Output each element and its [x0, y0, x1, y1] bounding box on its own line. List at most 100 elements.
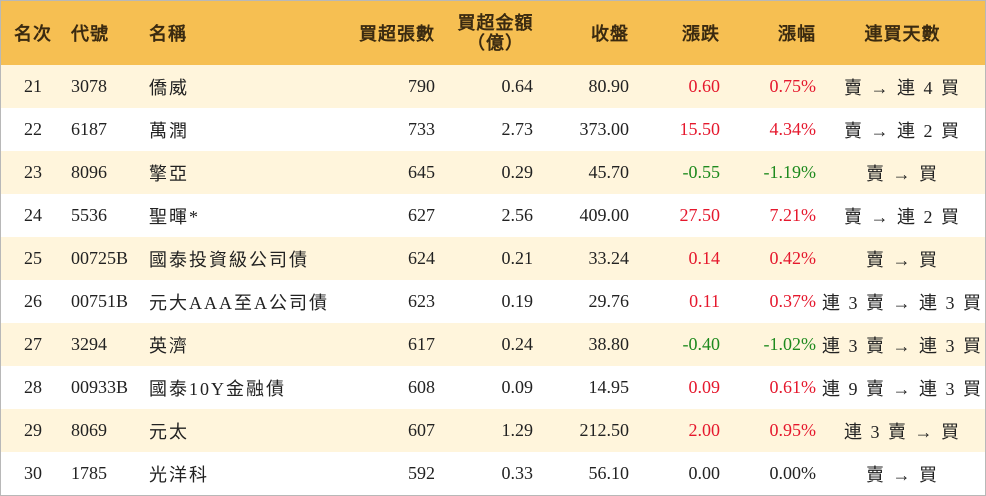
name-cell: 聖暉* — [149, 206, 200, 227]
net-buy-lots-cell: 733 — [408, 119, 435, 139]
consecutive-days-cell: 連 3 賣 → 買 — [844, 421, 961, 442]
change-cell: 0.00 — [688, 463, 721, 483]
header-row: 名次 代號 名稱 買超張數 買超金額 （億） 收盤 漲跌 漲幅 連買天數 — [1, 1, 985, 65]
close-cell: 14.95 — [588, 377, 630, 397]
change-pct-cell: -1.19% — [763, 162, 817, 182]
change-pct-cell: 0.75% — [769, 76, 817, 96]
name-cell: 光洋科 — [149, 464, 209, 485]
change-cell: 15.50 — [679, 119, 721, 139]
table-row: 25 00725B 國泰投資級公司債 624 0.21 33.24 0.14 0.42% 賣 →… — [1, 237, 985, 280]
header-change: 漲跌 — [682, 24, 720, 44]
change-cell: 0.11 — [689, 291, 720, 311]
rank-cell: 25 — [24, 248, 42, 268]
code-cell: 00933B — [71, 377, 129, 397]
rank-cell: 27 — [24, 334, 42, 354]
net-buy-amount-cell: 0.21 — [501, 248, 534, 268]
table-row: 29 8069 元太 607 1.29 212.50 2.00 0.95% 連 3 賣 → 買 — [1, 409, 985, 452]
consecutive-days-cell: 賣 → 連 4 買 — [844, 77, 961, 98]
code-cell: 3294 — [71, 334, 107, 354]
change-cell: 0.14 — [688, 248, 721, 268]
change-cell: 0.60 — [688, 76, 721, 96]
code-cell: 00725B — [71, 248, 129, 268]
header-rank: 名次 — [14, 24, 52, 44]
table-body: 21 3078 僑威 790 0.64 80.90 0.60 0.75% 賣 → 連 4 買 22… — [1, 65, 985, 495]
net-buy-lots-cell: 592 — [408, 463, 435, 483]
table-row: 23 8096 擎亞 645 0.29 45.70 -0.55 -1.19% 賣 → 買 — [1, 151, 985, 194]
change-pct-cell: 0.00% — [769, 463, 817, 483]
header-change-pct: 漲幅 — [778, 24, 816, 44]
rank-cell: 26 — [24, 291, 42, 311]
name-cell: 僑威 — [149, 77, 189, 98]
code-cell: 00751B — [71, 291, 129, 311]
change-pct-cell: 7.21% — [769, 205, 817, 225]
net-buy-lots-cell: 627 — [408, 205, 435, 225]
net-buy-amount-cell: 0.24 — [501, 334, 534, 354]
net-buy-amount-cell: 1.29 — [501, 420, 534, 440]
change-cell: 0.09 — [688, 377, 721, 397]
name-cell: 元大AAA至A公司債 — [149, 292, 329, 313]
code-cell: 8096 — [71, 162, 107, 182]
net-buy-amount-cell: 0.19 — [501, 291, 534, 311]
header-net-buy-lots: 買超張數 — [359, 24, 435, 44]
name-cell: 國泰10Y金融債 — [149, 378, 286, 399]
close-cell: 212.50 — [579, 420, 630, 440]
change-pct-cell: 0.37% — [769, 291, 817, 311]
name-cell: 元太 — [149, 421, 189, 442]
code-cell: 8069 — [71, 420, 107, 440]
net-buy-amount-cell: 0.33 — [501, 463, 534, 483]
table-row: 26 00751B 元大AAA至A公司債 623 0.19 29.76 0.11 0.37% 連… — [1, 280, 985, 323]
code-cell: 3078 — [71, 76, 107, 96]
header-net-buy-amount-line2: （億） — [467, 33, 524, 53]
header-consecutive-days: 連買天數 — [864, 24, 941, 44]
net-buy-lots-cell: 607 — [408, 420, 435, 440]
change-pct-cell: 0.61% — [769, 377, 817, 397]
close-cell: 38.80 — [588, 334, 630, 354]
consecutive-days-cell: 賣 → 買 — [866, 464, 939, 485]
table-row: 22 6187 萬潤 733 2.73 373.00 15.50 4.34% 賣 → 連 2 買 — [1, 108, 985, 151]
change-pct-cell: -1.02% — [763, 334, 817, 354]
change-cell: -0.40 — [682, 334, 721, 354]
change-cell: 27.50 — [679, 205, 721, 225]
table-row: 21 3078 僑威 790 0.64 80.90 0.60 0.75% 賣 → 連 4 買 — [1, 65, 985, 108]
name-cell: 國泰投資級公司債 — [149, 249, 309, 270]
name-cell: 擎亞 — [149, 163, 189, 184]
close-cell: 33.24 — [588, 248, 630, 268]
code-cell: 6187 — [71, 119, 107, 139]
header-code: 代號 — [71, 24, 109, 44]
net-buy-lots-cell: 608 — [408, 377, 435, 397]
change-cell: 2.00 — [688, 420, 721, 440]
rank-cell: 29 — [24, 420, 42, 440]
close-cell: 45.70 — [588, 162, 630, 182]
rank-cell: 22 — [24, 119, 42, 139]
header-close: 收盤 — [591, 24, 629, 44]
rank-cell: 21 — [24, 76, 42, 96]
net-buy-amount-cell: 0.29 — [501, 162, 534, 182]
header-name: 名稱 — [149, 24, 187, 44]
net-buy-lots-cell: 623 — [408, 291, 435, 311]
change-pct-cell: 0.42% — [769, 248, 817, 268]
table-row: 27 3294 英濟 617 0.24 38.80 -0.40 -1.02% 連 3 賣 → 連… — [1, 323, 985, 366]
table-row: 24 5536 聖暉* 627 2.56 409.00 27.50 7.21% 賣 → 連 2 … — [1, 194, 985, 237]
net-buy-lots-cell: 645 — [408, 162, 435, 182]
rank-cell: 28 — [24, 377, 42, 397]
header-net-buy-amount: 買超金額 （億） — [443, 1, 548, 65]
net-buy-lots-cell: 624 — [408, 248, 435, 268]
table-row: 28 00933B 國泰10Y金融債 608 0.09 14.95 0.09 0.61% 連 9… — [1, 366, 985, 409]
consecutive-days-cell: 賣 → 買 — [866, 163, 939, 184]
consecutive-days-cell: 連 9 賣 → 連 3 買 — [822, 378, 983, 399]
net-buy-amount-cell: 2.73 — [501, 119, 534, 139]
name-cell: 英濟 — [149, 335, 189, 356]
close-cell: 409.00 — [579, 205, 630, 225]
close-cell: 373.00 — [579, 119, 630, 139]
rank-cell: 30 — [24, 463, 42, 483]
table-row: 30 1785 光洋科 592 0.33 56.10 0.00 0.00% 賣 → 買 — [1, 452, 985, 495]
close-cell: 29.76 — [588, 291, 630, 311]
consecutive-days-cell: 連 3 賣 → 連 3 買 — [822, 292, 983, 313]
change-cell: -0.55 — [682, 162, 721, 182]
consecutive-days-cell: 賣 → 買 — [866, 249, 939, 270]
net-buy-lots-cell: 790 — [408, 76, 435, 96]
name-cell: 萬潤 — [149, 120, 189, 141]
consecutive-days-cell: 賣 → 連 2 買 — [844, 206, 961, 227]
